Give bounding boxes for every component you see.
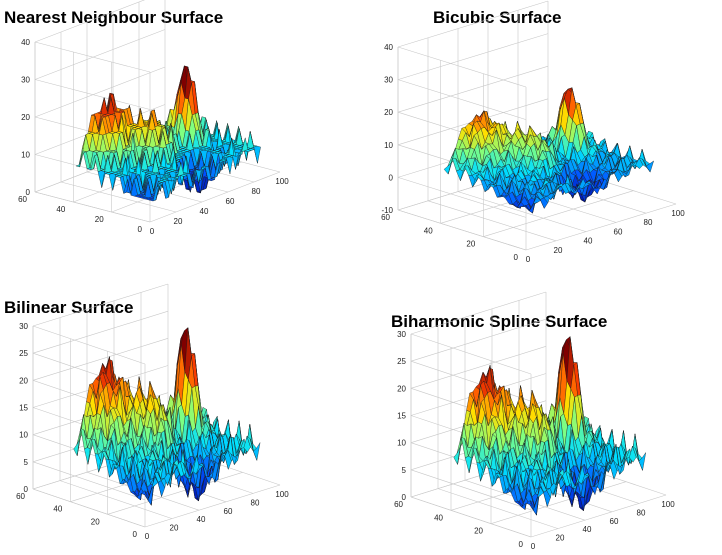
y-tick-label: 40 [424, 226, 433, 235]
x-tick-label: 20 [556, 534, 565, 543]
plot-title: Bicubic Surface [433, 8, 562, 27]
z-tick-label: 30 [384, 76, 393, 85]
surface [453, 336, 646, 516]
x-tick-label: 0 [531, 542, 536, 551]
y-tick-label: 60 [381, 213, 390, 222]
x-tick-label: 60 [224, 507, 233, 516]
y-tick-label: 60 [18, 195, 27, 204]
x-tick-label: 0 [150, 227, 155, 236]
x-tick-label: 100 [275, 490, 289, 499]
surface-patch [253, 442, 261, 462]
y-tick-label: 40 [434, 513, 443, 522]
x-tick-label: 100 [275, 177, 289, 186]
plot-title: Biharmonic Spline Surface [391, 312, 608, 331]
z-tick-label: 25 [19, 349, 28, 358]
surface-patch [253, 145, 261, 164]
surface-patch [638, 452, 646, 472]
z-tick-label: 15 [19, 404, 28, 413]
z-tick-label: 25 [397, 357, 406, 366]
z-tick-label: 0 [389, 173, 394, 182]
z-tick-label: 10 [397, 439, 406, 448]
x-tick-label: 100 [671, 209, 685, 218]
z-tick-label: 0 [26, 188, 31, 197]
surface [443, 87, 655, 214]
surface-patch [226, 156, 234, 174]
y-tick-label: 20 [95, 215, 104, 224]
surface-patch [456, 169, 465, 182]
z-tick-label: 20 [397, 384, 406, 393]
x-tick-label: 80 [644, 218, 653, 227]
z-tick-label: -10 [381, 206, 393, 215]
y-tick-label: 60 [16, 492, 25, 501]
x-tick-label: 40 [583, 525, 592, 534]
x-tick-label: 20 [170, 524, 179, 533]
grid [397, 0, 677, 251]
plot-panel-bicubic: Bicubic Surface 0 20 40 60 80 100 0 20 40 60 -10 0 1… [361, 0, 722, 277]
z-tick-label: 20 [19, 376, 28, 385]
x-tick-label: 40 [200, 207, 209, 216]
surface-patch [246, 131, 255, 149]
z-tick-label: 15 [397, 412, 406, 421]
y-tick-label: 0 [133, 530, 138, 539]
z-tick-label: 30 [19, 322, 28, 331]
y-tick-label: 40 [56, 205, 65, 214]
surface [73, 327, 261, 506]
x-tick-label: 40 [584, 237, 593, 246]
plot-panel-biharmonic: Biharmonic Spline Surface 0 20 40 60 80 100 0 2… [361, 277, 722, 555]
surface-patch [443, 161, 453, 175]
x-tick-label: 60 [614, 227, 623, 236]
z-tick-label: 40 [384, 43, 393, 52]
y-tick-label: 0 [138, 225, 143, 234]
y-tick-label: 60 [394, 500, 403, 509]
x-tick-label: 60 [610, 517, 619, 526]
x-tick-label: 80 [252, 187, 261, 196]
z-tick-label: 30 [21, 76, 30, 85]
plot-title: Nearest Neighbour Surface [4, 8, 224, 27]
x-tick-label: 0 [526, 255, 531, 264]
y-tick-label: 40 [53, 505, 62, 514]
z-tick-label: 20 [384, 108, 393, 117]
surface-patch [645, 160, 655, 173]
y-tick-label: 20 [466, 240, 475, 249]
y-tick-label: 0 [519, 540, 524, 549]
z-tick-label: 10 [384, 141, 393, 150]
x-tick-label: 60 [226, 197, 235, 206]
y-tick-label: 20 [474, 527, 483, 536]
y-tick-label: 20 [91, 517, 100, 526]
z-tick-label: 5 [24, 458, 29, 467]
x-tick-label: 0 [145, 532, 150, 541]
surface [75, 65, 261, 202]
z-tick-label: 5 [402, 466, 407, 475]
plot-panel-bilinear: Bilinear Surface 0 20 40 60 80 100 0 20 40 60 0 5 10… [0, 277, 361, 555]
x-tick-label: 20 [174, 217, 183, 226]
z-tick-label: 10 [19, 431, 28, 440]
x-tick-label: 40 [197, 515, 206, 524]
z-tick-label: 40 [21, 38, 30, 47]
z-tick-label: 0 [24, 485, 29, 494]
plot-panel-nearest: Nearest Neighbour Surface 0 20 40 60 80 100 0 2… [0, 0, 361, 277]
y-tick-label: 0 [514, 253, 519, 262]
x-tick-label: 100 [661, 500, 675, 509]
z-tick-label: 20 [21, 113, 30, 122]
x-tick-label: 80 [251, 498, 260, 507]
x-tick-label: 20 [554, 246, 563, 255]
z-tick-label: 0 [402, 493, 407, 502]
x-tick-label: 80 [637, 508, 646, 517]
plot-title: Bilinear Surface [4, 298, 134, 317]
z-tick-label: 30 [397, 330, 406, 339]
z-tick-label: 10 [21, 151, 30, 160]
